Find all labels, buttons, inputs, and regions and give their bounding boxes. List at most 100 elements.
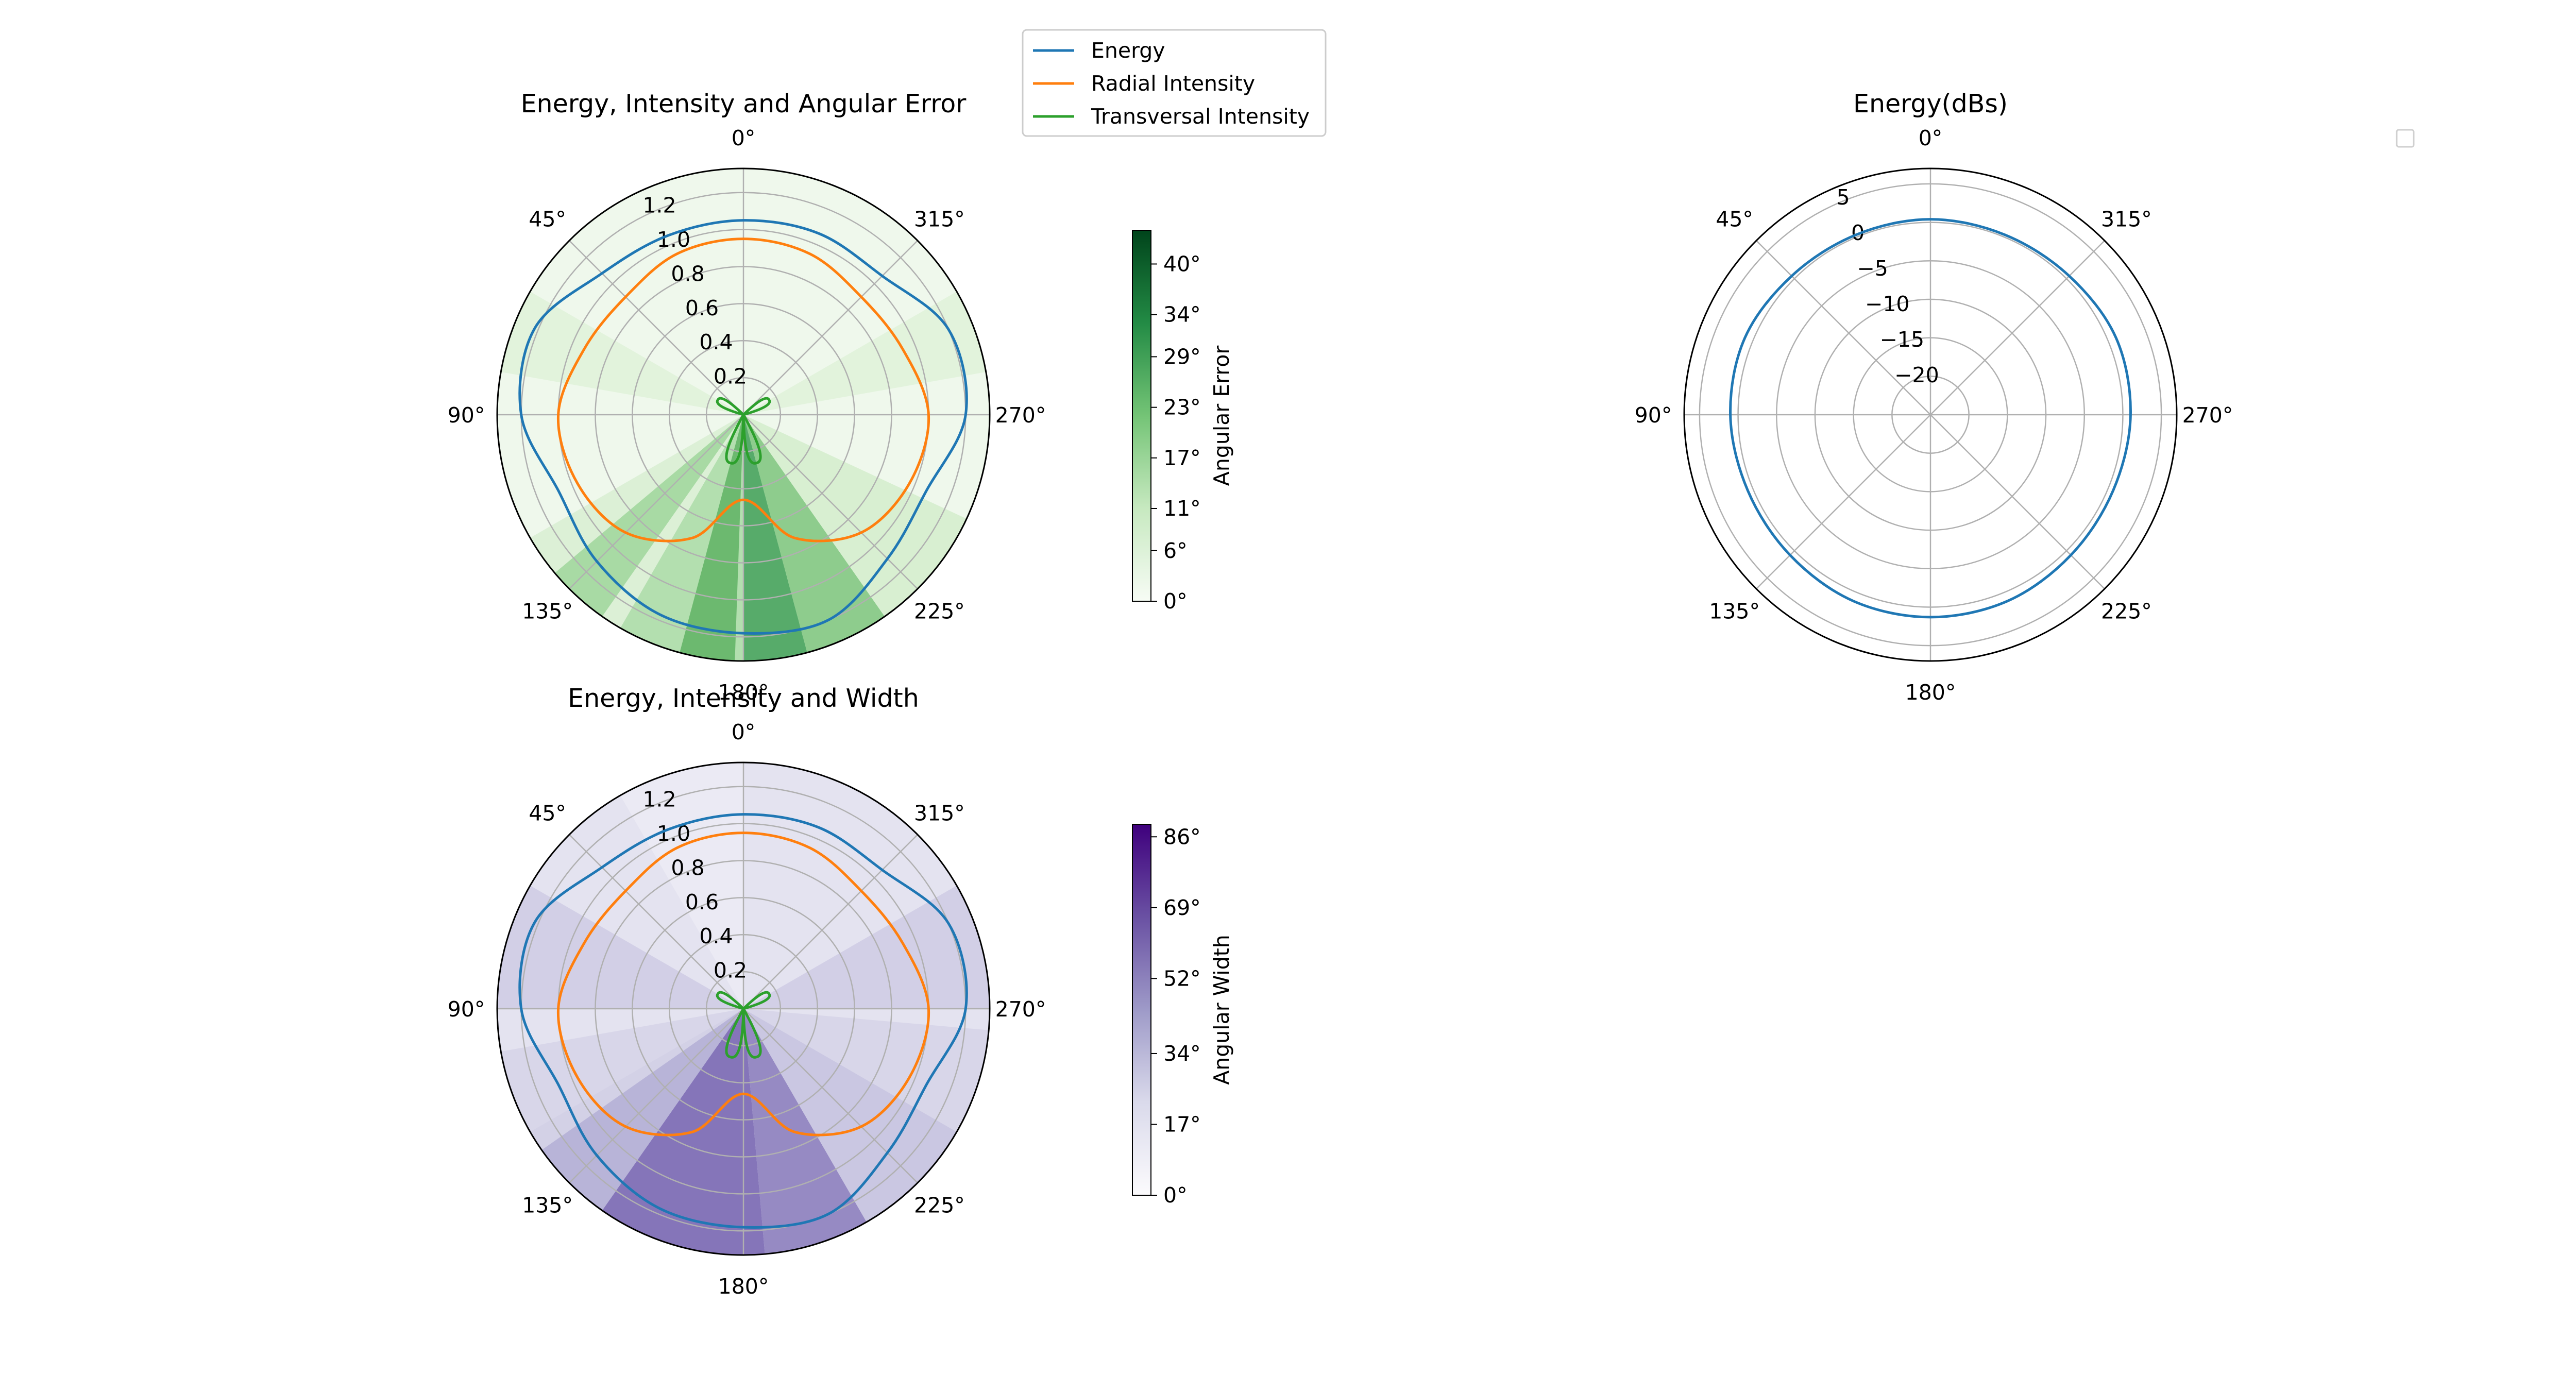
colorbar-tick-label: 69° xyxy=(1163,895,1201,920)
angle-grid-line xyxy=(569,414,744,589)
series-lines xyxy=(518,813,968,1229)
radial-grid-circle xyxy=(595,860,892,1158)
heatmap-wedge xyxy=(743,415,808,661)
angle-tick-label: 180° xyxy=(718,680,769,705)
colorbar-ticks: 0° 17° 34° 52° 69° 86° xyxy=(1151,824,1201,1208)
radial-tick-label: 0.8 xyxy=(671,261,704,286)
radial-grid-circle xyxy=(1853,337,2008,493)
polar-grid xyxy=(497,168,990,661)
colorbar-scale xyxy=(1132,824,1151,1196)
radial-grid-circle xyxy=(1737,222,2124,608)
angle-tick-label: 45° xyxy=(1716,207,1753,232)
radial-tick-labels: 0.2 0.4 0.6 0.8 1.0 1.2 xyxy=(642,787,747,983)
colorbar-tick-label: 40° xyxy=(1163,251,1201,276)
panel-title: Energy, Intensity and Angular Error xyxy=(521,89,967,118)
colorbar-tick-label: 34° xyxy=(1163,302,1201,327)
series-line-energy xyxy=(1729,218,2132,619)
series-line-transversal-intensity xyxy=(716,397,771,465)
angle-grid-line xyxy=(743,414,918,589)
angle-tick-label: 270° xyxy=(2182,403,2233,428)
heatmap-wedge xyxy=(743,1009,990,1132)
series-line-transversal-intensity xyxy=(716,991,771,1059)
radial-tick-label: 1.0 xyxy=(657,227,690,252)
colorbar-angular-error: Angular Error 0° 6° 11° 17° 23° 29° 34° 40° xyxy=(1132,230,1234,614)
angle-grid-line xyxy=(743,834,918,1009)
colorbar-tick-label: 0° xyxy=(1163,1183,1188,1208)
empty-legend-box xyxy=(2396,129,2415,148)
colorbar-tick-label: 0° xyxy=(1163,589,1188,614)
radial-grid-circle xyxy=(1814,298,2047,531)
series-lines xyxy=(1729,218,2132,619)
series-line-energy xyxy=(518,219,968,635)
legend: Energy Radial Intensity Transversal Intens… xyxy=(1022,29,1327,137)
angle-tick-labels: 0° 45° 90° 135° 180° 225° 270° 315° xyxy=(448,720,1046,1299)
angle-tick-label: 45° xyxy=(529,207,566,232)
panel-title: Energy, Intensity and Width xyxy=(568,684,919,713)
angle-tick-label: 90° xyxy=(448,997,485,1022)
colorbar-tick-label: 34° xyxy=(1163,1041,1201,1066)
heatmap-wedge xyxy=(679,415,743,661)
radial-grid-circle xyxy=(1699,183,2162,647)
legend-label: Transversal Intensity xyxy=(1091,104,1310,129)
heatmap-wedge xyxy=(743,885,990,1009)
angle-tick-label: 0° xyxy=(732,126,756,150)
legend-frame xyxy=(1022,29,1327,137)
angle-tick-label: 225° xyxy=(2101,599,2152,623)
series-lines xyxy=(518,219,968,635)
heatmap-wedge xyxy=(743,415,886,654)
panel-energy-dbs: Energy(dBs) −20−15−10−505 0°45°90°135°18… xyxy=(1635,89,2415,705)
colorbar-tick-label: 17° xyxy=(1163,1112,1201,1136)
panel-angular-error: Energy, Intensity and Angular Error 0.20… xyxy=(448,89,1046,705)
radial-tick-label: −5 xyxy=(1857,256,1888,281)
angle-grid-line xyxy=(1756,240,1931,415)
angle-tick-label: 45° xyxy=(529,801,566,826)
radial-grid-circle xyxy=(632,897,855,1121)
radial-tick-label: −20 xyxy=(1894,363,1939,387)
colorbar-scale xyxy=(1132,230,1151,602)
colorbar-tick-label: 6° xyxy=(1163,538,1188,563)
angle-tick-label: 90° xyxy=(448,403,485,428)
colorbar-ticks: 0° 6° 11° 17° 23° 29° 34° 40° xyxy=(1151,251,1201,614)
legend-label: Radial Intensity xyxy=(1091,71,1255,96)
angle-tick-label: 180° xyxy=(1905,680,1956,705)
panel-title: Energy(dBs) xyxy=(1853,89,2008,118)
radial-tick-labels: 0.2 0.4 0.6 0.8 1.0 1.2 xyxy=(642,193,747,389)
angle-tick-label: 180° xyxy=(718,1274,769,1299)
angle-grid-line xyxy=(743,240,918,415)
heatmap-wedge xyxy=(601,1009,765,1255)
heatmap-wedges-3 xyxy=(497,762,990,1255)
radial-grid-circle xyxy=(705,971,782,1047)
series-line-radial-intensity xyxy=(556,238,930,542)
colorbar-tick-label: 52° xyxy=(1163,966,1201,991)
radial-tick-label: 1.2 xyxy=(642,787,676,812)
polar-frame xyxy=(1683,167,2178,662)
heatmap-wedge xyxy=(620,762,743,1009)
angle-grid-line xyxy=(743,1008,918,1183)
heatmap-wedge xyxy=(497,885,743,1009)
radial-grid-circle xyxy=(1891,376,1970,454)
radial-tick-label: 0.4 xyxy=(699,330,733,354)
panel-angular-width: Energy, Intensity and Width 0.2 0.4 0.6 0.8… xyxy=(448,684,1046,1299)
angle-tick-label: 315° xyxy=(2101,207,2152,232)
colorbar-tick-label: 23° xyxy=(1163,395,1201,420)
angle-tick-label: 225° xyxy=(914,599,965,623)
legend-entries: Energy Radial Intensity Transversal Intens… xyxy=(1033,38,1310,129)
angle-tick-labels: 0° 45° 90° 135° 180° 225° 270° 315° xyxy=(1635,126,2233,705)
colorbar-tick-label: 17° xyxy=(1163,446,1201,470)
angle-tick-label: 90° xyxy=(1635,403,1672,428)
legend-label: Energy xyxy=(1091,38,1165,63)
radial-tick-label: −15 xyxy=(1880,327,1925,352)
radial-tick-label: −10 xyxy=(1865,292,1910,316)
colorbar-label: Angular Error xyxy=(1209,346,1234,486)
radial-tick-label: 0.2 xyxy=(714,958,747,983)
polar-grid xyxy=(1684,168,2177,661)
angle-tick-label: 135° xyxy=(522,599,573,623)
heatmap-wedge xyxy=(743,291,987,415)
radial-grid-circle xyxy=(668,934,819,1084)
angle-tick-label: 225° xyxy=(914,1193,965,1217)
radial-tick-label: 5 xyxy=(1836,185,1850,210)
radial-tick-labels: −20−15−10−505 xyxy=(1836,185,1939,387)
radial-tick-label: 0.6 xyxy=(685,296,719,320)
radial-grid-circle xyxy=(668,340,819,490)
